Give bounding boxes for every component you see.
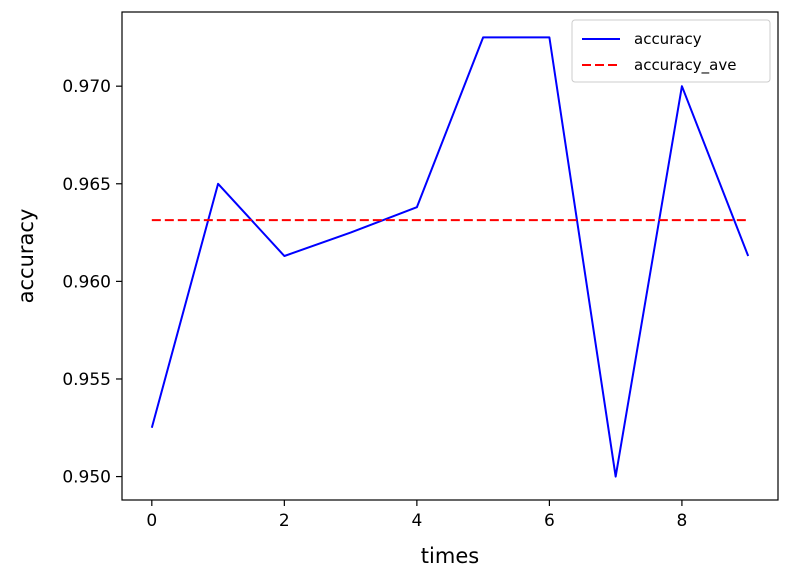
legend: accuracy accuracy_ave xyxy=(571,19,771,83)
legend-box xyxy=(571,19,771,83)
y-axis-label: accuracy xyxy=(14,209,38,304)
y-axis: 0.950 0.955 0.960 0.965 0.970 xyxy=(62,77,122,488)
y-tick-label: 0.970 xyxy=(62,77,111,97)
x-tick-label: 4 xyxy=(411,511,422,531)
plot-area xyxy=(122,12,778,500)
x-tick-label: 8 xyxy=(677,511,688,531)
legend-label: accuracy_ave xyxy=(634,56,736,75)
x-axis-label: times xyxy=(421,544,479,568)
x-axis: 0 2 4 6 8 xyxy=(146,500,687,531)
y-tick-label: 0.955 xyxy=(62,370,111,390)
x-tick-label: 2 xyxy=(279,511,290,531)
plot-frame xyxy=(121,11,779,501)
x-tick-label: 0 xyxy=(146,511,157,531)
x-tick-label: 6 xyxy=(544,511,555,531)
y-tick-label: 0.960 xyxy=(62,272,111,292)
series-layer xyxy=(150,36,750,478)
legend-label: accuracy xyxy=(634,30,702,48)
y-tick-label: 0.950 xyxy=(62,468,111,488)
y-tick-label: 0.965 xyxy=(62,175,111,195)
